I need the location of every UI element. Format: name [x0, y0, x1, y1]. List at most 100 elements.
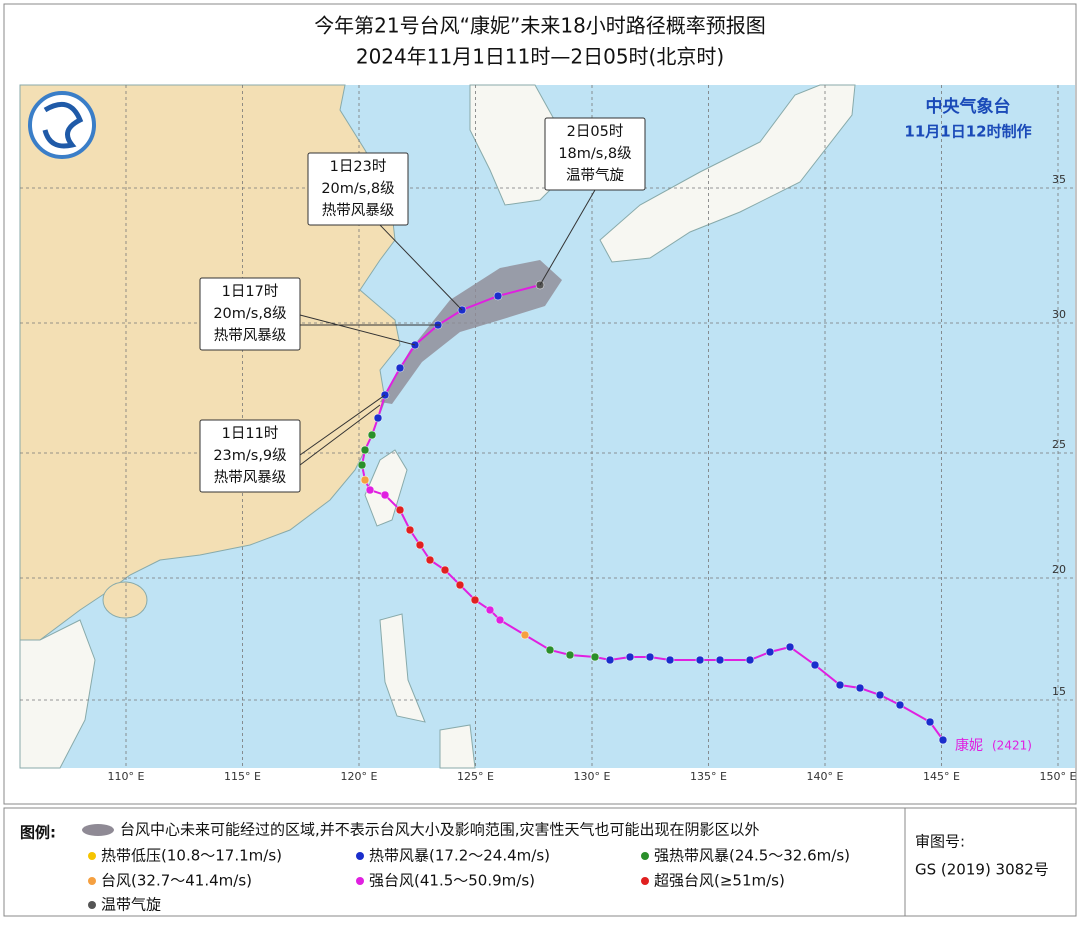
title: 今年第21号台风“康妮”未来18小时路径概率预报图 — [314, 14, 766, 38]
indochina — [19, 619, 96, 769]
lat-label: 30 — [1052, 308, 1066, 321]
track-point — [625, 652, 635, 662]
track-point — [405, 525, 415, 535]
track-point — [810, 660, 820, 670]
track-point — [605, 655, 615, 665]
lat-label: 35 — [1052, 173, 1066, 186]
typhoon-name: 康妮 — [955, 737, 983, 754]
agency-name: 中央气象台 — [926, 96, 1011, 117]
korea — [469, 84, 566, 206]
lat-label: 15 — [1052, 685, 1066, 698]
track-point — [785, 642, 795, 652]
callout-level: 热带风暴级 — [214, 469, 287, 486]
track-point — [360, 475, 370, 485]
track-point — [360, 445, 370, 455]
subtitle: 2024年11月1日11时—2日05时(北京时) — [356, 45, 724, 69]
callout-wind: 18m/s,8级 — [558, 145, 631, 162]
track-point — [380, 490, 390, 500]
track-point — [590, 652, 600, 662]
legend-item: 超强台风(≥51m/s) — [654, 872, 785, 890]
track-point — [520, 630, 530, 640]
typhoon-code: (2421) — [992, 739, 1032, 753]
callout-wind: 20m/s,8级 — [321, 180, 394, 197]
lon-label: 135° E — [690, 770, 727, 783]
track-point — [835, 680, 845, 690]
lon-label: 145° E — [923, 770, 960, 783]
track-point — [395, 363, 405, 373]
track-point — [665, 655, 675, 665]
lon-label: 150° E — [1040, 770, 1077, 783]
track-point — [373, 413, 383, 423]
logo-mark — [42, 101, 84, 149]
callouts: 2日05时18m/s,8级温带气旋1日23时20m/s,8级热带风暴级1日17时… — [199, 117, 646, 493]
track-point — [425, 555, 435, 565]
legend-cone: 台风中心未来可能经过的区域,并不表示台风大小及影响范围,灾害性天气也可能出现在阴… — [120, 821, 760, 839]
callout-box — [307, 152, 409, 226]
legend-dot — [356, 877, 364, 885]
callout-level: 热带风暴级 — [214, 327, 287, 344]
legend-frame — [3, 807, 1077, 917]
legend-title: 图例: — [20, 824, 56, 842]
legend-item: 台风(32.7～41.4m/s) — [101, 872, 252, 890]
track-point — [415, 540, 425, 550]
legend-item: 热带风暴(17.2～24.4m/s) — [369, 847, 550, 865]
philippines — [379, 613, 476, 769]
lon-label: 130° E — [574, 770, 611, 783]
track-point — [455, 580, 465, 590]
legend-dot — [88, 901, 96, 909]
track-point — [493, 291, 503, 301]
callout-time: 2日05时 — [567, 123, 624, 140]
legend-item: 强热带风暴(24.5～32.6m/s) — [654, 847, 850, 865]
legend-item: 强台风(41.5～50.9m/s) — [369, 872, 535, 890]
callout-wind: 20m/s,8级 — [213, 305, 286, 322]
legend-dot — [88, 877, 96, 885]
probability-cone — [380, 260, 562, 404]
callout-time: 1日23时 — [330, 158, 387, 175]
track-point — [645, 652, 655, 662]
legend-dot — [641, 877, 649, 885]
track-point — [938, 735, 948, 745]
lon-label: 125° E — [457, 770, 494, 783]
lon-label: 110° E — [108, 770, 145, 783]
track-point — [545, 645, 555, 655]
track-point — [765, 647, 775, 657]
legend-dot — [88, 852, 96, 860]
callout-time: 1日17时 — [222, 283, 279, 300]
lon-label: 115° E — [224, 770, 261, 783]
track-point — [440, 565, 450, 575]
track-points — [357, 280, 948, 745]
callout-level: 温带气旋 — [566, 167, 624, 184]
taiwan — [364, 449, 408, 527]
review-number: GS (2019) 3082号 — [915, 861, 1049, 879]
lat-label: 25 — [1052, 438, 1066, 451]
track-point — [695, 655, 705, 665]
callout-level: 热带风暴级 — [322, 202, 395, 219]
track-point — [715, 655, 725, 665]
map-area: 康妮 (2421) 中央气象台 11月1日12时制作 2日05时 18m/s,8级… — [19, 84, 1075, 769]
hainan — [102, 581, 148, 619]
callout-wind: 23m/s,9级 — [213, 447, 286, 464]
track-point — [485, 605, 495, 615]
callout-time: 1日11时 — [222, 425, 279, 442]
review-label: 审图号: — [915, 833, 965, 851]
graticule — [20, 85, 1075, 768]
track-point — [365, 485, 375, 495]
track-point — [357, 460, 367, 470]
track-point — [565, 650, 575, 660]
legend-cone-swatch — [82, 824, 114, 836]
track-point — [395, 505, 405, 515]
lat-label: 20 — [1052, 563, 1066, 576]
japan — [599, 84, 856, 263]
track-point — [367, 430, 377, 440]
callout-leaders — [299, 189, 596, 466]
track-point — [875, 690, 885, 700]
callout-box — [544, 117, 646, 191]
track-point — [745, 655, 755, 665]
lon-label: 140° E — [807, 770, 844, 783]
track-point — [470, 595, 480, 605]
track-point — [495, 615, 505, 625]
legend-item: 温带气旋 — [101, 896, 161, 914]
lon-label: 120° E — [341, 770, 378, 783]
